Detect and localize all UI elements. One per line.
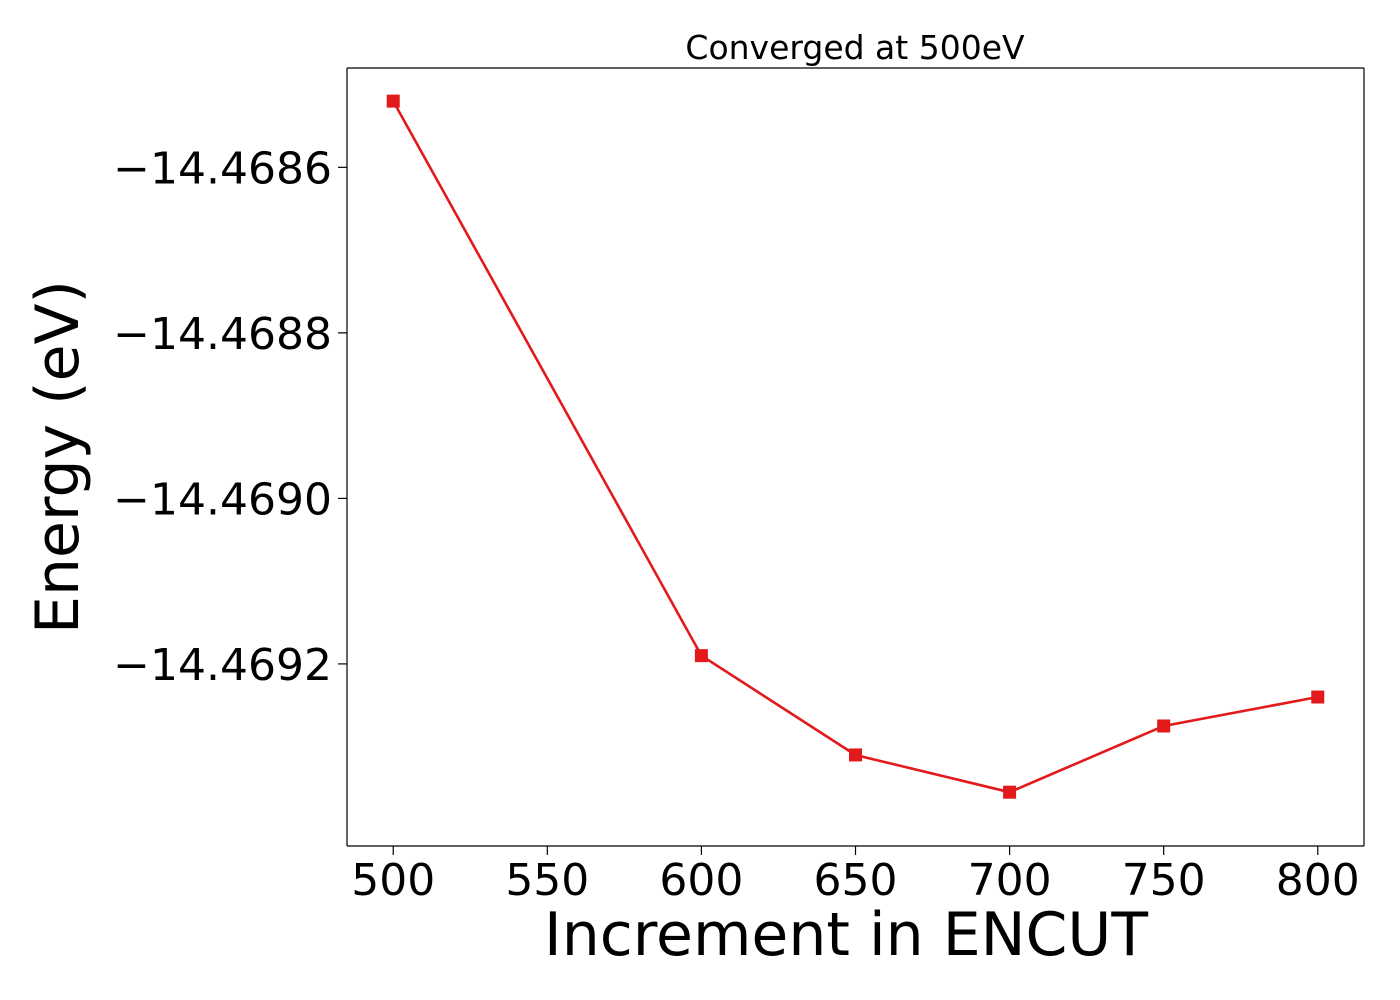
x-tick-label: 500 bbox=[351, 855, 435, 906]
y-tick-label: −14.4692 bbox=[113, 640, 332, 691]
x-tick-label: 550 bbox=[505, 855, 589, 906]
plot-area: 500 550 600 650 700 750 800 −14.4686−14.4688−1… bbox=[113, 67, 1365, 906]
y-tick-label: −14.4688 bbox=[113, 309, 332, 360]
data-point-marker bbox=[1003, 785, 1017, 799]
data-point-marker bbox=[1311, 690, 1325, 704]
y-axis-ticks: −14.4686 −14.4688 −14.4690 −14.4692 bbox=[113, 143, 347, 691]
data-point-marker bbox=[386, 94, 400, 108]
y-axis-label: Energy (eV) bbox=[23, 280, 93, 634]
x-axis-label: Increment in ENCUT bbox=[544, 900, 1148, 970]
x-tick-label: 650 bbox=[814, 855, 898, 906]
x-tick-label: 750 bbox=[1122, 855, 1206, 906]
data-point-marker bbox=[694, 649, 708, 663]
x-tick-label: 600 bbox=[659, 855, 743, 906]
data-point-marker bbox=[849, 748, 862, 762]
y-tick-label: −14.4690 bbox=[113, 474, 332, 525]
x-tick-label: 800 bbox=[1276, 855, 1360, 906]
x-axis-ticks: 500 550 600 650 700 750 800 bbox=[351, 846, 1360, 906]
data-point-marker bbox=[1157, 719, 1171, 733]
data-series bbox=[386, 94, 1325, 799]
y-tick-label: −14.4686 bbox=[113, 143, 332, 194]
chart-title: Converged at 500eV bbox=[685, 28, 1025, 67]
x-tick-label: 700 bbox=[968, 855, 1052, 906]
series-line bbox=[392, 100, 1319, 794]
